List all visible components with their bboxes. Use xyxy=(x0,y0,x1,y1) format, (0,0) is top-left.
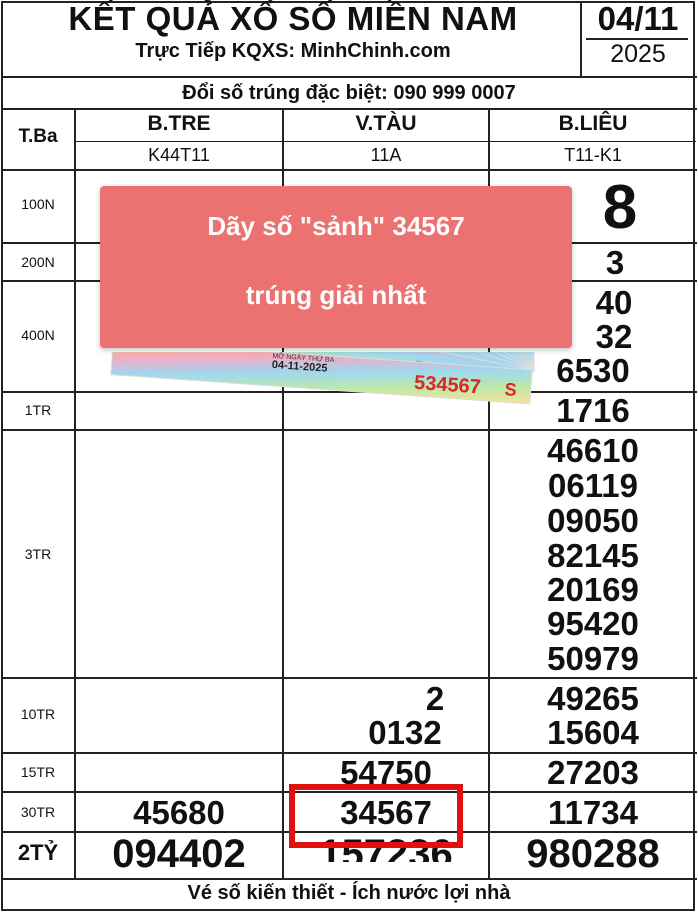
divider xyxy=(1,831,697,833)
result-number: 50979 xyxy=(547,640,639,677)
result-number: 11734 xyxy=(548,794,638,831)
province-name: B.LIÊU xyxy=(558,112,628,135)
prize-label-200n: 200N xyxy=(21,254,55,270)
ticket-series-letter: S xyxy=(504,379,517,400)
divider xyxy=(1,169,697,171)
date-divider xyxy=(586,38,688,40)
divider xyxy=(1,391,697,393)
ticket-code: T11-K1 xyxy=(564,145,622,165)
result-number: 46610 xyxy=(547,432,639,469)
prize-label-400n: 400N xyxy=(21,327,55,343)
jackpot-number: 094402 xyxy=(112,832,246,876)
prize-label-2ty: 2TỶ xyxy=(17,840,59,865)
page-subtitle: Trực Tiếp KQXS: MinhChinh.com xyxy=(135,40,451,62)
result-number: 0132 xyxy=(368,714,442,751)
divider xyxy=(1,677,697,679)
divider xyxy=(76,141,696,142)
result-number: 82145 xyxy=(547,537,639,574)
result-number-highlighted: 34567 xyxy=(340,794,432,831)
result-number: 09050 xyxy=(547,502,639,539)
ticket-code: K44T11 xyxy=(148,145,210,165)
divider xyxy=(1,752,697,754)
province-name: B.TRE xyxy=(147,112,211,135)
result-number: 40 xyxy=(595,284,633,321)
highlight-box xyxy=(289,784,463,848)
page-title: KẾT QUẢ XỔ SỐ MIỀN NAM xyxy=(68,0,518,37)
divider xyxy=(580,1,582,77)
result-number: 6530 xyxy=(556,352,630,389)
divider xyxy=(1,878,697,880)
result-number: 32 xyxy=(595,318,633,355)
prize-label-3tr: 3TR xyxy=(24,546,52,562)
prize-label-1tr: 1TR xyxy=(24,402,52,418)
result-number: 1716 xyxy=(556,392,630,429)
divider xyxy=(1,791,697,793)
result-number: 3 xyxy=(605,244,625,281)
result-number: 15604 xyxy=(547,714,639,751)
province-name: V.TÀU xyxy=(355,112,417,135)
result-number: 8 xyxy=(602,173,638,242)
caption-line-2: trúng giải nhất xyxy=(245,280,427,310)
divider xyxy=(282,108,284,878)
result-number: 27203 xyxy=(547,754,639,791)
ticket-code: 11A xyxy=(370,145,402,165)
prize-label-30tr: 30TR xyxy=(20,804,56,820)
news-caption-banner xyxy=(100,186,572,348)
result-number: 45680 xyxy=(133,794,225,831)
result-number: 49265 xyxy=(547,680,639,717)
divider xyxy=(1,76,697,78)
jackpot-number: 980288 xyxy=(526,832,660,876)
divider xyxy=(1,429,697,431)
draw-date-day: 04/11 xyxy=(597,0,679,37)
result-number: 20169 xyxy=(547,571,639,608)
divider xyxy=(1,108,697,110)
ticket-number: 534567 xyxy=(413,372,481,399)
special-prize-hotline: Đổi số trúng đặc biệt: 090 999 0007 xyxy=(182,82,516,104)
footer-slogan: Vé số kiến thiết - Ích nước lợi nhà xyxy=(187,882,511,904)
result-number: 95420 xyxy=(547,605,639,642)
draw-date-year: 2025 xyxy=(610,40,666,68)
prize-label-100n: 100N xyxy=(21,196,55,212)
weekday-label: T.Ba xyxy=(18,126,58,147)
ticket-date: 04-11-2025 xyxy=(271,359,327,375)
result-number: 06119 xyxy=(548,467,638,504)
prize-label-10tr: 10TR xyxy=(20,706,56,722)
prize-label-15tr: 15TR xyxy=(20,764,56,780)
caption-line-1: Dãy số "sảnh" 34567 xyxy=(207,211,465,241)
divider xyxy=(74,108,76,878)
result-number: 2 xyxy=(425,680,445,717)
divider xyxy=(488,108,490,878)
